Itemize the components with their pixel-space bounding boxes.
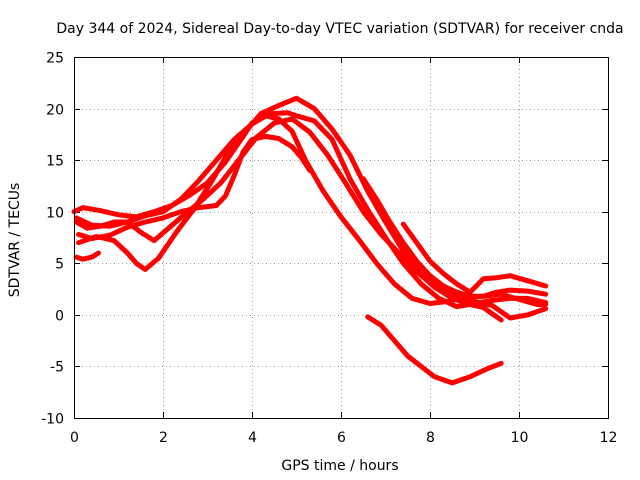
data-series-track-3: [76, 133, 313, 241]
y-tick-label: 25: [46, 51, 64, 67]
data-series-track-5: [73, 250, 101, 262]
x-tick-label: 4: [248, 430, 257, 446]
data-series-track-7: [365, 314, 504, 386]
y-tick-label: 10: [46, 206, 64, 222]
data-series-group: [71, 95, 549, 386]
y-tick-label: 15: [46, 154, 64, 170]
data-series-track-9: [400, 221, 549, 295]
x-tick-label: 10: [511, 430, 529, 446]
x-tick-label: 6: [337, 430, 346, 446]
data-series-track-8: [360, 176, 549, 299]
x-tick-label: 8: [426, 430, 435, 446]
y-tick-label: 20: [46, 103, 64, 119]
y-tick-label: 5: [55, 257, 64, 273]
y-axis-label: SDTVAR / TECUs: [7, 183, 23, 298]
x-tick-label: 12: [600, 430, 618, 446]
data-series-track-4: [76, 95, 549, 321]
x-tick-label: 2: [159, 430, 168, 446]
y-tick-label: 0: [55, 309, 64, 325]
y-tick-label: -10: [41, 412, 64, 428]
data-series-track-6: [73, 116, 504, 323]
y-tick-label: -5: [50, 360, 64, 376]
x-tick-label: 0: [70, 430, 79, 446]
plot-frame: [74, 57, 609, 419]
x-axis-label: GPS time / hours: [281, 458, 398, 474]
chart-title: Day 344 of 2024, Sidereal Day-to-day VTE…: [56, 21, 623, 37]
